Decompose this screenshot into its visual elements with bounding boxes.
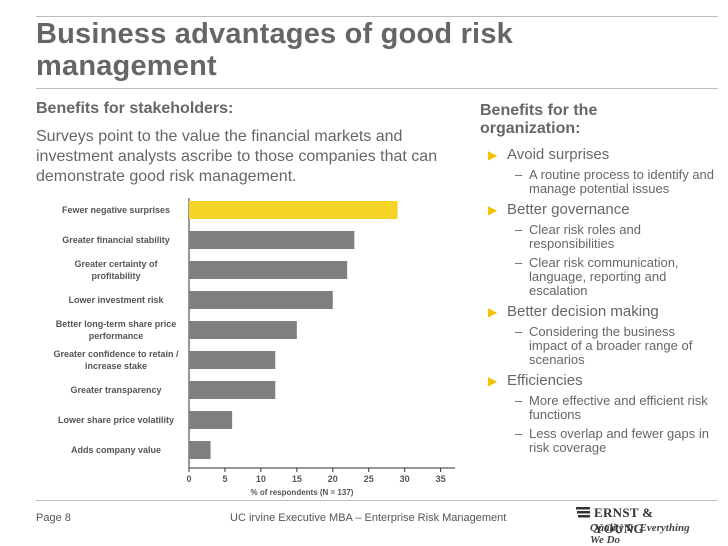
dash-icon: –	[515, 393, 523, 408]
bar	[189, 201, 398, 219]
benefit-item: ▶ Better governance	[486, 201, 716, 218]
benefit-subitem: – Clear risk communication, language, rep…	[486, 256, 716, 298]
x-tick-label: 25	[364, 474, 374, 484]
bar	[189, 291, 333, 309]
logo-bars-icon	[576, 507, 590, 518]
benefit-item: ▶ Efficiencies	[486, 372, 716, 389]
x-tick-label: 0	[186, 474, 191, 484]
x-tick-label: 5	[222, 474, 227, 484]
bar	[189, 411, 233, 429]
bar	[189, 351, 276, 369]
benefit-subitem: – Considering the business impact of a br…	[486, 325, 716, 367]
bullet-arrow-icon: ▶	[488, 374, 498, 388]
x-tick-label: 35	[436, 474, 446, 484]
page-number: Page 8	[36, 512, 71, 524]
ernst-young-logo: ERNST & YOUNG Quality In Everything We D…	[576, 505, 696, 546]
category-label: Better long-term share price performance	[56, 319, 177, 341]
dash-icon: –	[515, 324, 523, 339]
bar	[189, 231, 355, 249]
dash-icon: –	[515, 426, 523, 441]
category-label: Fewer negative surprises	[62, 205, 170, 215]
benefit-subitem-text: More effective and efficient risk functi…	[529, 393, 708, 422]
logo-tagline: Quality In Everything We Do	[590, 522, 690, 546]
bullet-arrow-icon: ▶	[488, 203, 498, 217]
stakeholders-heading: Benefits for stakeholders:	[36, 100, 234, 117]
benefit-label: Better governance	[507, 201, 630, 218]
benefit-subitem-text: Less overlap and fewer gaps in risk cove…	[529, 426, 709, 455]
top-rule	[36, 16, 718, 17]
bullet-arrow-icon: ▶	[488, 148, 498, 162]
dash-icon: –	[515, 167, 523, 182]
category-label: Greater confidence to retain / increase s…	[53, 349, 179, 371]
benefit-subitem-text: Clear risk roles and responsibilities	[529, 222, 641, 251]
footer-course-title: UC irvine Executive MBA – Enterprise Ris…	[230, 512, 507, 524]
benefit-subitem: – Less overlap and fewer gaps in risk cov…	[486, 427, 716, 455]
benefit-subitem-text: Considering the business impact of a bro…	[529, 324, 693, 367]
category-label: Greater certainty of profitability	[74, 259, 158, 281]
page-title: Business advantages of good risk managem…	[36, 18, 513, 82]
x-axis-label: % of respondents (N = 137)	[251, 488, 354, 497]
bar	[189, 441, 211, 459]
title-rule	[36, 88, 718, 89]
benefit-label: Efficiencies	[507, 372, 583, 389]
benefit-subitem: – Clear risk roles and responsibilities	[486, 223, 716, 251]
logo-name: ERNST & YOUNG	[594, 505, 654, 536]
organization-heading: Benefits for the organization:	[480, 102, 598, 137]
category-label: Greater financial stability	[62, 235, 170, 245]
bullet-arrow-icon: ▶	[488, 305, 498, 319]
organization-benefits-list: ▶ Avoid surprises – A routine process to id…	[486, 146, 716, 455]
x-tick-label: 15	[292, 474, 302, 484]
bar	[189, 261, 348, 279]
category-label: Adds company value	[71, 445, 161, 455]
bar	[189, 381, 276, 399]
benefit-subitem: – More effective and efficient risk funct…	[486, 394, 716, 422]
benefit-item: ▶ Avoid surprises	[486, 146, 716, 163]
x-tick-label: 30	[400, 474, 410, 484]
benefit-subitem-text: Clear risk communication, language, repo…	[529, 255, 679, 298]
benefit-subitem: – A routine process to identify and manag…	[486, 168, 716, 196]
stakeholders-description: Surveys point to the value the financial…	[36, 128, 438, 185]
benefit-subitem-text: A routine process to identify and manage…	[529, 167, 715, 196]
category-label: Lower investment risk	[68, 295, 164, 305]
benefit-label: Better decision making	[507, 303, 659, 320]
dash-icon: –	[515, 255, 523, 270]
benefit-item: ▶ Better decision making	[486, 303, 716, 320]
footer-rule	[36, 500, 718, 501]
category-label: Greater transparency	[70, 385, 161, 395]
x-tick-label: 20	[328, 474, 338, 484]
x-tick-label: 10	[256, 474, 266, 484]
benefits-bar-chart: Fewer negative surprises Greater financia…	[53, 198, 455, 497]
category-label: Lower share price volatility	[58, 415, 174, 425]
bar	[189, 321, 297, 339]
benefit-label: Avoid surprises	[507, 146, 610, 163]
dash-icon: –	[515, 222, 523, 237]
